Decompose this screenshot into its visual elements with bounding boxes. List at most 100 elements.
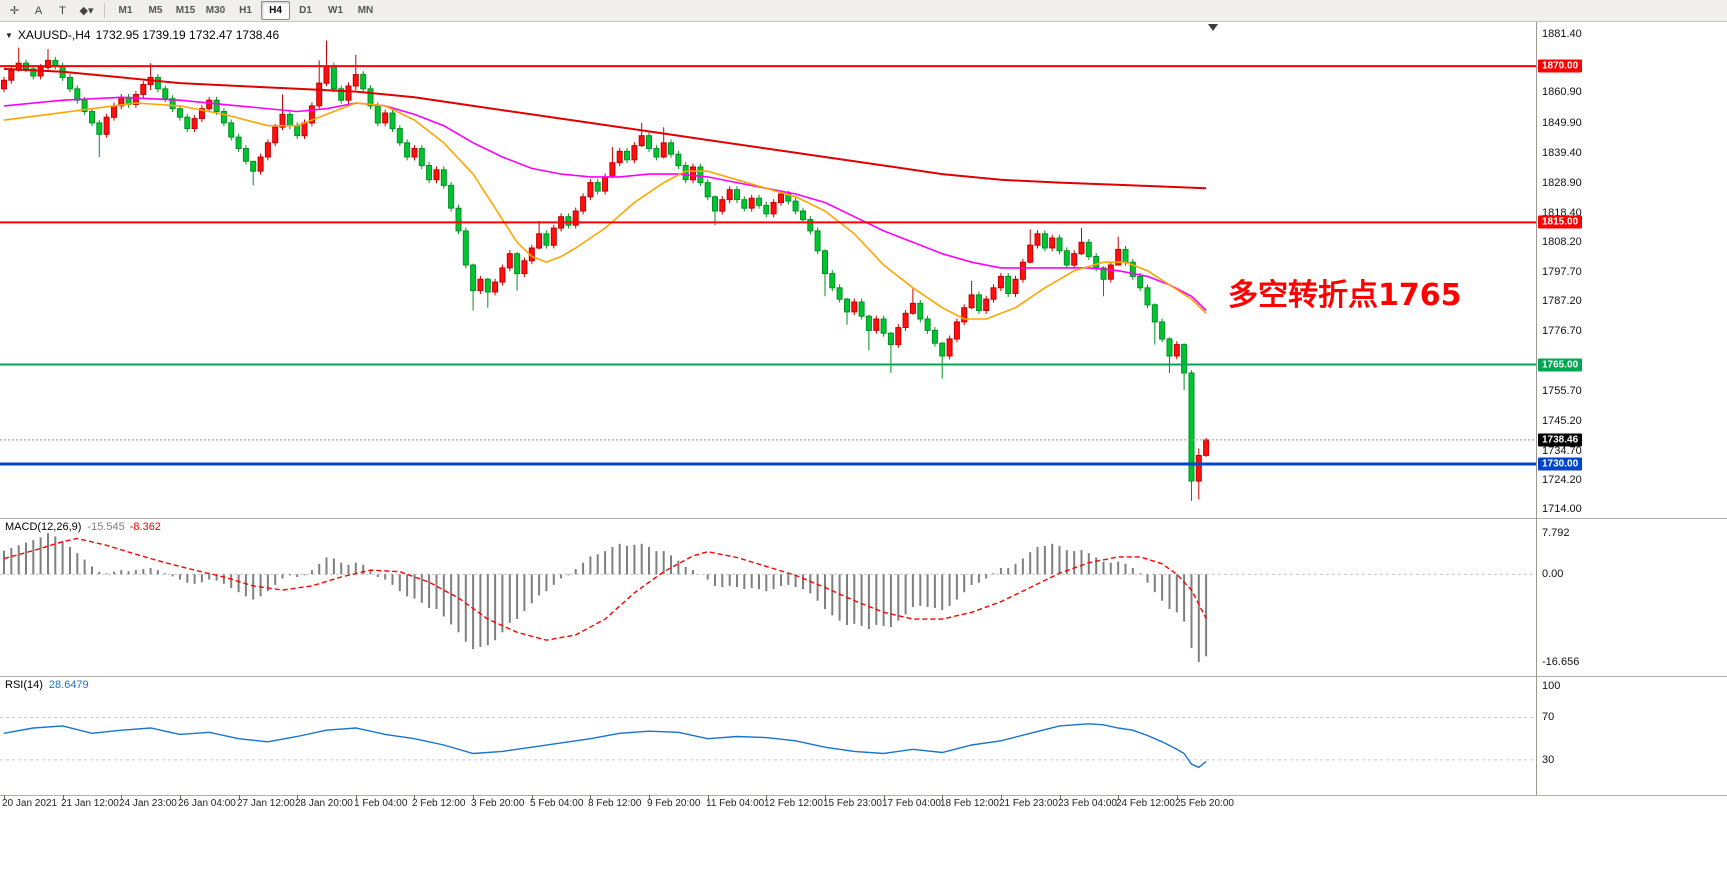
time-axis-line bbox=[0, 795, 1727, 796]
time-axis-tick bbox=[180, 795, 181, 799]
time-axis-tick bbox=[884, 795, 885, 799]
shapes-dropdown-tool-button[interactable]: ◆▾ bbox=[79, 5, 94, 17]
time-axis-label: 21 Feb 23:00 bbox=[999, 798, 1058, 809]
time-axis-tick bbox=[356, 795, 357, 799]
time-axis-tick bbox=[1060, 795, 1061, 799]
time-axis-label: 11 Feb 04:00 bbox=[706, 798, 765, 809]
text-label-tool-button[interactable]: A bbox=[34, 4, 43, 17]
time-axis-label: 3 Feb 20:00 bbox=[471, 798, 525, 809]
timeframe-button-MN[interactable]: MN bbox=[357, 5, 374, 16]
price-axis-label: 1808.20 bbox=[1542, 235, 1582, 248]
time-axis-label: 20 Jan 2021 bbox=[2, 798, 58, 809]
rsi-axis-label: 30 bbox=[1542, 753, 1555, 766]
price-chart-canvas[interactable] bbox=[0, 22, 1536, 518]
macd-indicator-canvas[interactable] bbox=[0, 519, 1536, 676]
price-axis-label: 1828.90 bbox=[1542, 176, 1582, 189]
macd-name: MACD(12,26,9) bbox=[5, 521, 82, 533]
time-axis-tick bbox=[121, 795, 122, 799]
timeframe-button-M30[interactable]: M30 bbox=[205, 5, 226, 16]
time-axis-tick bbox=[942, 795, 943, 799]
price-axis-label: 1714.00 bbox=[1542, 503, 1582, 516]
time-axis-label: 5 Feb 04:00 bbox=[530, 798, 584, 809]
time-axis-tick bbox=[649, 795, 650, 799]
time-axis-label: 24 Feb 12:00 bbox=[1116, 798, 1175, 809]
line-studies-toolbar: ✛ A T ◆▾ bbox=[3, 1, 98, 21]
price-axis-label: 1818.40 bbox=[1542, 206, 1582, 219]
price-axis-label: 1881.40 bbox=[1542, 27, 1582, 40]
macd-axis-label: -16.656 bbox=[1542, 656, 1580, 669]
current-price-badge: 1738.46 bbox=[1538, 433, 1583, 447]
rsi-name: RSI(14) bbox=[5, 679, 43, 691]
chart-shift-marker[interactable] bbox=[1208, 24, 1218, 31]
price-level-badge: 1815.00 bbox=[1538, 215, 1583, 229]
text-tool-tool-button[interactable]: T bbox=[59, 4, 66, 17]
price-axis-label: 1776.70 bbox=[1542, 325, 1582, 338]
time-axis-tick bbox=[239, 795, 240, 799]
time-axis-label: 23 Feb 04:00 bbox=[1058, 798, 1117, 809]
time-axis-label: 2 Feb 12:00 bbox=[412, 798, 466, 809]
time-axis-label: 24 Jan 23:00 bbox=[119, 798, 177, 809]
time-axis-tick bbox=[1177, 795, 1178, 799]
rsi-panel-separator[interactable] bbox=[0, 676, 1727, 677]
time-axis-tick bbox=[1001, 795, 1002, 799]
rsi-label: RSI(14) 28.6479 bbox=[5, 679, 89, 691]
price-axis-label: 1797.70 bbox=[1542, 265, 1582, 278]
time-axis-tick bbox=[473, 795, 474, 799]
collapse-triangle-icon[interactable]: ▼ bbox=[5, 30, 13, 40]
crosshair-tool-button[interactable]: ✛ bbox=[9, 5, 20, 17]
annotation-text[interactable]: 多空转折点1765 bbox=[1228, 278, 1462, 313]
time-axis-label: 17 Feb 04:00 bbox=[882, 798, 941, 809]
time-axis-label: 9 Feb 20:00 bbox=[647, 798, 701, 809]
rsi-value: 28.6479 bbox=[48, 679, 89, 691]
timeframe-button-W1[interactable]: W1 bbox=[328, 5, 343, 16]
time-axis-tick bbox=[63, 795, 64, 799]
time-axis-tick bbox=[766, 795, 767, 799]
time-axis-label: 21 Jan 12:00 bbox=[61, 798, 119, 809]
time-axis-label: 18 Feb 12:00 bbox=[940, 798, 999, 809]
timeframe-button-M15[interactable]: M15 bbox=[175, 5, 196, 16]
rsi-axis-label: 100 bbox=[1542, 679, 1561, 692]
price-axis-label: 1724.20 bbox=[1542, 474, 1582, 487]
price-axis-label: 1787.20 bbox=[1542, 295, 1582, 308]
time-axis-label: 25 Feb 20:00 bbox=[1175, 798, 1234, 809]
time-axis-label: 26 Jan 04:00 bbox=[178, 798, 236, 809]
price-axis-label: 1860.90 bbox=[1542, 85, 1582, 98]
toolbar-separator bbox=[104, 3, 105, 18]
price-axis-label: 1849.90 bbox=[1542, 117, 1582, 130]
ohlc-values-label: 1732.95 1739.19 1732.47 1738.46 bbox=[95, 28, 280, 42]
price-level-badge: 1765.00 bbox=[1538, 358, 1583, 371]
timeframe-button-H1[interactable]: H1 bbox=[239, 5, 252, 16]
macd-panel-separator[interactable] bbox=[0, 518, 1727, 519]
price-axis-label: 1734.70 bbox=[1542, 444, 1582, 457]
rsi-axis-label: 70 bbox=[1542, 711, 1555, 724]
timeframes-toolbar: M1 M5 M15 M30 H1 H4 D1 W1 MN bbox=[111, 1, 380, 20]
timeframe-button-D1[interactable]: D1 bbox=[299, 5, 312, 16]
time-axis-tick bbox=[1118, 795, 1119, 799]
macd-label: MACD(12,26,9) -15.545 -8.362 bbox=[5, 521, 161, 533]
time-axis-tick bbox=[414, 795, 415, 799]
time-axis-tick bbox=[825, 795, 826, 799]
time-axis-label: 12 Feb 12:00 bbox=[764, 798, 823, 809]
time-axis-tick bbox=[4, 795, 5, 799]
time-axis-label: 8 Feb 12:00 bbox=[588, 798, 642, 809]
time-axis-tick bbox=[590, 795, 591, 799]
macd-axis-label: 7.792 bbox=[1542, 527, 1570, 540]
price-axis-label: 1745.20 bbox=[1542, 414, 1582, 427]
time-axis-label: 28 Jan 20:00 bbox=[295, 798, 353, 809]
time-axis-label: 27 Jan 12:00 bbox=[237, 798, 295, 809]
rsi-indicator-canvas[interactable] bbox=[0, 677, 1536, 795]
time-axis-tick bbox=[708, 795, 709, 799]
time-axis-tick bbox=[297, 795, 298, 799]
price-axis-line bbox=[1536, 22, 1537, 795]
price-level-badge: 1730.00 bbox=[1538, 457, 1583, 471]
chart-title: ▼ XAUUSD-,H4 1732.95 1739.19 1732.47 173… bbox=[5, 28, 279, 42]
timeframe-button-M5[interactable]: M5 bbox=[148, 5, 163, 16]
price-axis-label: 1755.70 bbox=[1542, 384, 1582, 397]
time-axis-tick bbox=[532, 795, 533, 799]
timeframe-button-M1[interactable]: M1 bbox=[118, 5, 133, 16]
symbol-period-label: XAUUSD-,H4 bbox=[17, 28, 91, 42]
time-axis-label: 1 Feb 04:00 bbox=[354, 798, 408, 809]
macd-signal-value: -8.362 bbox=[129, 521, 161, 533]
timeframe-button-H4[interactable]: H4 bbox=[261, 1, 290, 20]
